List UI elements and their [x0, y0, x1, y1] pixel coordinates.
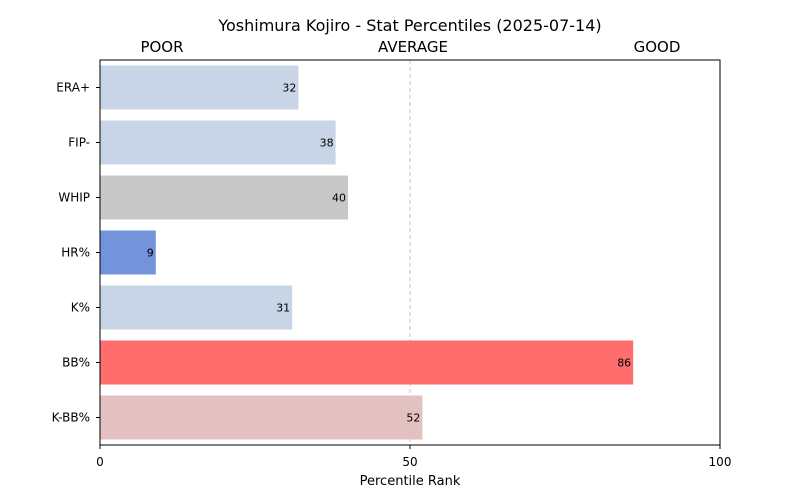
data-label-k-bb: 52 — [406, 412, 420, 425]
x-tick-label-0: 0 — [96, 455, 104, 469]
y-tick-label-era: ERA+ — [56, 81, 90, 95]
bar-era — [100, 65, 299, 110]
y-tick-label-k-bb: K-BB% — [52, 411, 90, 425]
chart-title: Yoshimura Kojiro - Stat Percentiles (202… — [217, 16, 601, 35]
data-label-fip: 38 — [320, 137, 334, 150]
bar-k-bb — [100, 395, 423, 440]
y-tick-label-k: K% — [71, 301, 90, 315]
band-label-average: AVERAGE — [378, 38, 448, 56]
x-axis-label: Percentile Rank — [360, 474, 461, 489]
data-label-hr: 9 — [147, 247, 154, 260]
data-label-whip: 40 — [332, 192, 346, 205]
y-tick-label-whip: WHIP — [58, 191, 90, 205]
bars-layer: 32 38 40 9 31 86 52 — [100, 65, 634, 440]
band-label-good: GOOD — [634, 38, 681, 56]
y-tick-label-bb: BB% — [62, 356, 90, 370]
y-axis: ERA+ FIP- WHIP HR% K% BB% K-BB% — [52, 81, 100, 425]
bar-fip — [100, 120, 336, 165]
bar-hr — [100, 230, 156, 275]
y-tick-label-hr: HR% — [61, 246, 90, 260]
bar-k — [100, 285, 293, 330]
data-label-era: 32 — [282, 82, 296, 95]
bar-whip — [100, 175, 348, 220]
x-tick-label-50: 50 — [402, 455, 417, 469]
data-label-bb: 86 — [617, 357, 631, 370]
x-axis: 0 50 100 — [96, 445, 731, 469]
y-tick-label-fip: FIP- — [68, 136, 90, 150]
band-label-poor: POOR — [140, 38, 183, 56]
data-label-k: 31 — [276, 302, 290, 315]
x-tick-label-100: 100 — [709, 455, 732, 469]
bar-bb — [100, 340, 634, 385]
